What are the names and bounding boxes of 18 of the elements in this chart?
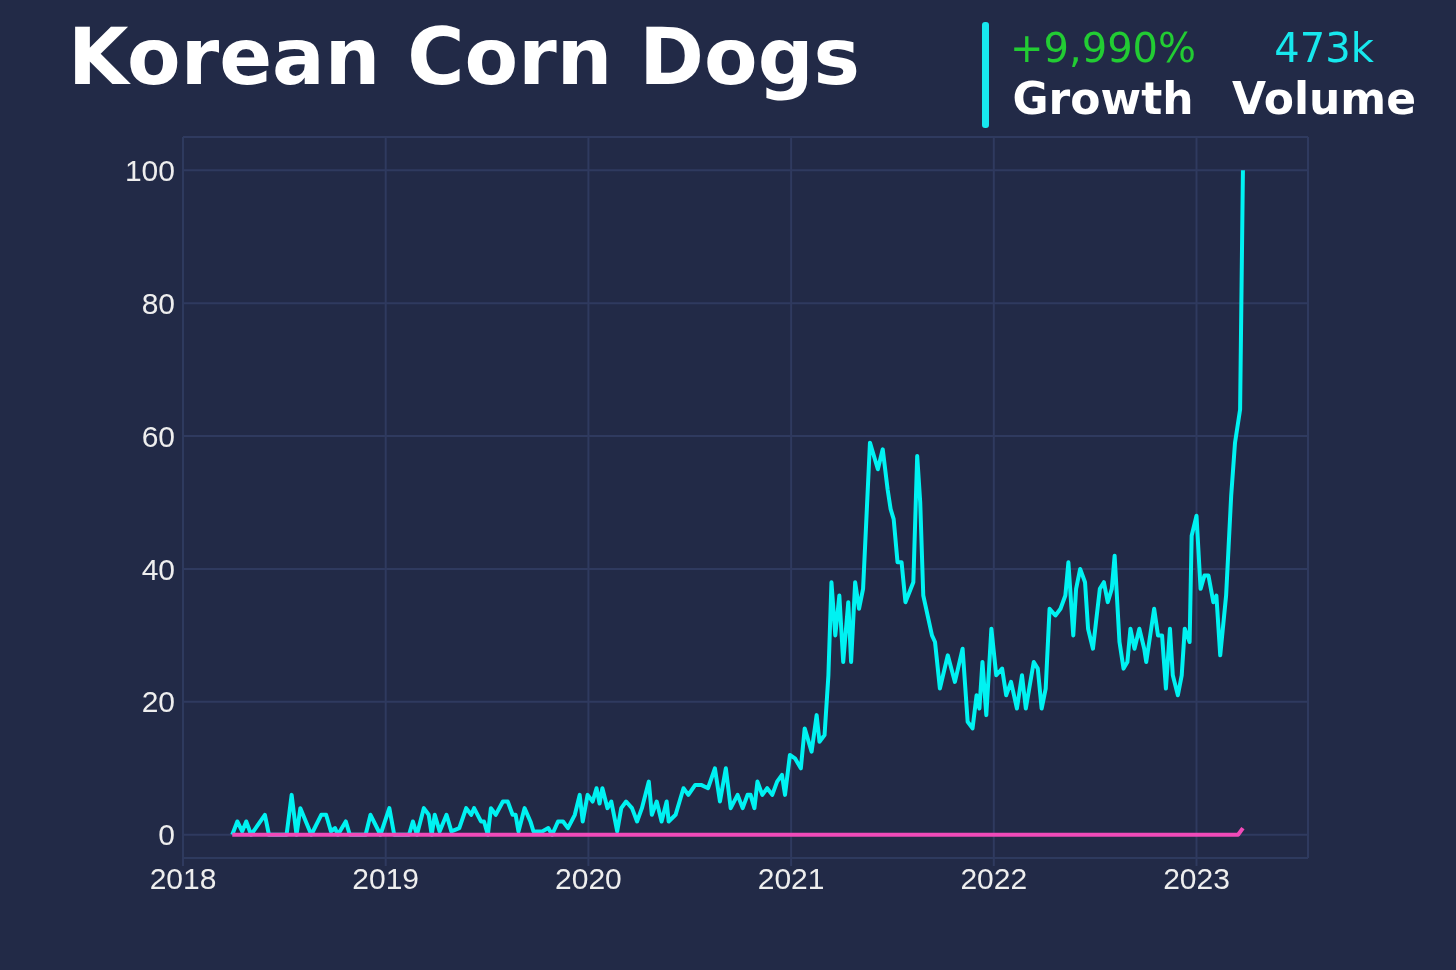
- y-tick-label: 60: [141, 419, 175, 453]
- x-tick-label: 2022: [960, 862, 1028, 896]
- x-tick-label: 2018: [149, 862, 217, 896]
- y-tick-label: 100: [124, 153, 175, 187]
- y-tick-label: 40: [141, 552, 175, 586]
- x-tick-label: 2020: [555, 862, 622, 896]
- chart-title: Korean Corn Dogs: [68, 12, 860, 102]
- y-tick-label: 20: [141, 685, 175, 719]
- line-series: [230, 168, 1245, 837]
- y-tick-label: 80: [141, 286, 175, 320]
- text: +9,990%: [1010, 24, 1197, 72]
- text: Growth: [1012, 72, 1194, 126]
- text: 473k: [1274, 24, 1374, 72]
- y-tick-label: 0: [158, 818, 175, 852]
- text: Volume: [1232, 72, 1417, 126]
- x-tick-label: 2023: [1163, 862, 1230, 896]
- x-tick-label: 2021: [757, 862, 825, 896]
- x-tick-label: 2019: [352, 862, 420, 896]
